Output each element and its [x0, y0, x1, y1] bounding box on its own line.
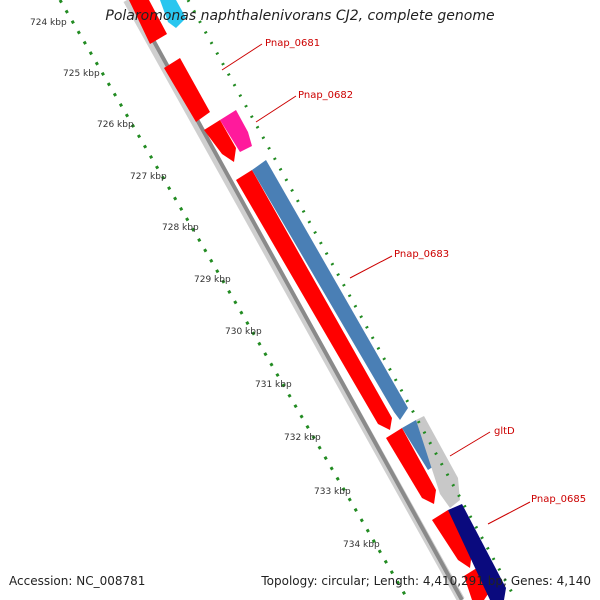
scale-label: 732 kbp: [284, 433, 321, 443]
leader-line: [487, 501, 531, 525]
gene-label[interactable]: Pnap_0683: [394, 249, 449, 260]
leader-line: [221, 43, 263, 71]
gene-arrow[interactable]: [164, 58, 210, 122]
gene-arrow[interactable]: [386, 428, 436, 504]
scale-label: 728 kbp: [162, 223, 199, 233]
gene-label[interactable]: gltD: [494, 426, 515, 437]
leader-line: [449, 431, 491, 457]
leader-lines: [221, 43, 531, 525]
gene-labels: Pnap_0681 Pnap_0682 Pnap_0683 gltD Pnap_…: [265, 38, 586, 505]
lower-strand-genes: [129, 0, 492, 600]
gene-arrow[interactable]: [432, 510, 472, 568]
gene-label[interactable]: Pnap_0685: [531, 494, 586, 505]
accession-text: Accession: NC_008781: [9, 574, 146, 588]
gene-arrow[interactable]: [416, 416, 460, 508]
gene-label[interactable]: Pnap_0682: [298, 90, 353, 101]
gene-arrow[interactable]: [464, 566, 492, 600]
scale-label: 730 kbp: [225, 327, 262, 337]
leader-line: [255, 95, 297, 123]
gene-arrow[interactable]: [204, 120, 236, 162]
map-title: Polaromonas naphthalenivorans CJ2, compl…: [105, 8, 495, 24]
leader-line: [349, 255, 393, 279]
gene-arrow[interactable]: [448, 504, 506, 600]
gene-arrow[interactable]: [252, 160, 408, 420]
scale-label: 734 kbp: [343, 540, 380, 550]
scale-label: 725 kbp: [63, 69, 100, 79]
gene-arrow[interactable]: [129, 0, 167, 44]
scale-label: 726 kbp: [97, 120, 134, 130]
gene-label[interactable]: Pnap_0681: [265, 38, 320, 49]
gene-arrow[interactable]: [220, 110, 252, 152]
gene-arrow[interactable]: [160, 0, 186, 28]
upper-strand-genes: [160, 0, 506, 600]
scale-label: 727 kbp: [130, 172, 167, 182]
scale-label: 733 kbp: [314, 487, 351, 497]
scale-label: 724 kbp: [30, 18, 67, 28]
gene-arrow[interactable]: [236, 170, 392, 430]
scale-label: 729 kbp: [194, 275, 231, 285]
scale-label: 731 kbp: [255, 380, 292, 390]
scale-labels: 724 kbp 725 kbp 726 kbp 727 kbp 728 kbp …: [30, 18, 380, 550]
genome-stats-text: Topology: circular; Length: 4,410,291 bp…: [261, 574, 591, 588]
scale-track: [58, 0, 410, 600]
